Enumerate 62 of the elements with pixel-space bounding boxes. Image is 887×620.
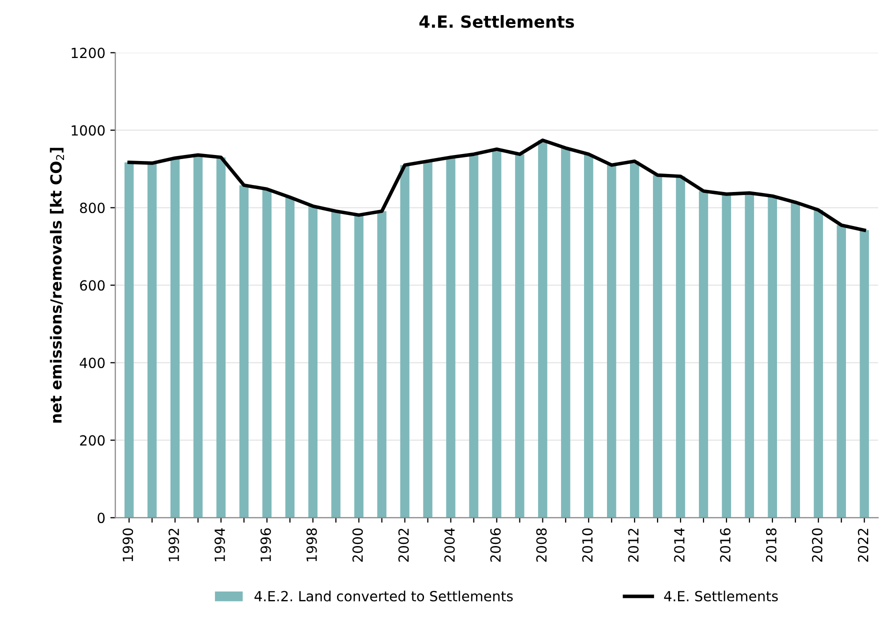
bar [239,185,249,518]
bar [768,196,778,518]
bar [836,225,846,518]
x-tick-label: 2006 [490,528,501,562]
bar [561,148,570,518]
x-tick-label: 1992 [168,528,180,562]
x-tick-label: 1990 [122,528,134,562]
y-tick-label: 1000 [72,125,105,136]
bar [377,211,386,518]
x-tick-label: 2004 [444,528,455,562]
x-tick-label: 1998 [306,528,317,562]
bar [308,206,318,518]
bar [607,165,616,518]
x-tick-label: 2022 [858,528,868,562]
y-tick-label: 1200 [72,48,105,58]
x-tick-label: 2000 [352,528,363,562]
legend-label: 4.E.2. Land converted to Settlements [254,590,513,602]
x-tick-label: 1996 [260,528,271,562]
bar [722,194,732,518]
bar [744,192,754,518]
bar [354,215,364,518]
bar [790,202,800,518]
bar [515,154,524,518]
x-tick-label: 2020 [812,528,822,562]
bar [262,189,272,518]
x-tick-label: 1994 [214,528,226,562]
x-tick-label: 2002 [398,528,409,562]
y-axis-title: net emissions/removals [kt CO$_{2}$] [50,148,64,423]
bar [170,158,180,518]
x-tick-label: 2010 [582,528,593,562]
bar [331,211,340,518]
bar [147,163,157,518]
bar [285,197,295,518]
x-tick-label: 2012 [628,528,639,562]
bar [676,176,686,518]
bar [400,165,410,518]
bar [446,157,456,518]
y-tick-label: 600 [80,280,105,291]
y-tick-label: 800 [80,202,105,214]
x-tick-label: 2016 [720,528,731,562]
y-tick-label: 200 [80,435,105,446]
bar [814,210,823,518]
bar [124,162,134,518]
legend-label: 4.E. Settlements [664,590,778,602]
bar [492,149,502,518]
bar [469,154,478,518]
x-tick-label: 2014 [674,528,685,562]
x-tick-label: 2008 [536,528,547,562]
y-tick-label: 0 [98,512,105,524]
bar [698,191,708,518]
bar [860,230,869,518]
x-tick-label: 2018 [766,528,776,562]
bar [423,161,432,518]
bar [584,154,594,518]
line-series [127,138,866,232]
bar [216,157,226,518]
y-tick-label: 400 [80,358,105,368]
bar [630,161,640,518]
bar [193,155,203,518]
chart-title: 4.E. Settlements [419,15,574,28]
bar [652,175,662,518]
bar [538,140,548,518]
